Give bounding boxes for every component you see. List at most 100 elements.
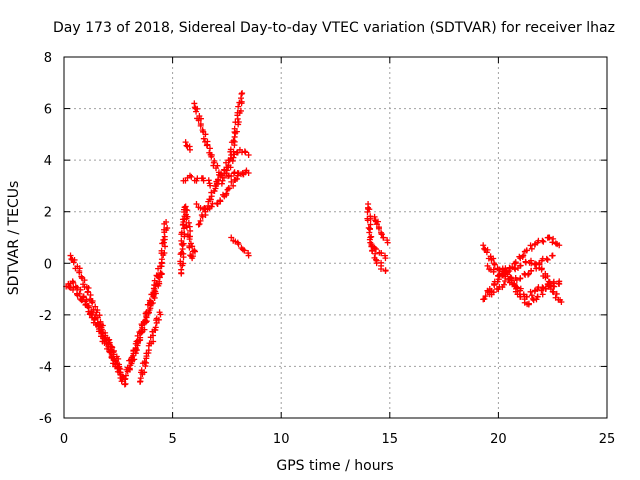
data-point-interp xyxy=(137,328,144,335)
data-point xyxy=(384,239,391,246)
data-point xyxy=(371,244,378,251)
data-point-interp xyxy=(116,369,123,376)
data-point xyxy=(163,219,170,226)
chart-title: Day 173 of 2018, Sidereal Day-to-day VTE… xyxy=(53,20,615,36)
data-point-interp xyxy=(490,289,497,296)
data-point-interp xyxy=(553,290,560,297)
y-tick-label: 0 xyxy=(44,257,52,272)
series-arc-7 xyxy=(195,90,246,228)
data-point-interp xyxy=(151,294,158,301)
data-point-interp xyxy=(200,135,207,142)
data-point-interp xyxy=(235,119,242,126)
data-point-interp xyxy=(368,242,375,249)
data-point-interp xyxy=(189,243,196,250)
data-point-interp xyxy=(151,287,158,294)
data-point-interp xyxy=(520,252,527,259)
data-point xyxy=(182,203,189,210)
data-point-interp xyxy=(151,277,158,284)
data-point-interp xyxy=(153,315,160,322)
series-arc-9 xyxy=(182,139,193,153)
data-point-interp xyxy=(205,177,212,184)
data-point-interp xyxy=(539,291,546,298)
data-point-interp xyxy=(528,245,535,252)
data-point xyxy=(499,265,506,272)
series-arc-11-d xyxy=(499,265,563,308)
data-point-interp xyxy=(187,227,194,234)
data-point-interp xyxy=(230,182,237,189)
data-point xyxy=(156,309,163,316)
series-arc-2-b xyxy=(126,270,165,373)
data-point-interp xyxy=(230,137,237,144)
data-point-interp xyxy=(110,349,117,356)
data-point-interp xyxy=(80,294,87,301)
data-point-interp xyxy=(546,234,553,241)
data-point-interp xyxy=(234,109,241,116)
data-point-interp xyxy=(200,177,207,184)
data-point xyxy=(556,280,563,287)
data-point-interp xyxy=(85,304,92,311)
data-point-interp xyxy=(122,372,129,379)
data-point-interp xyxy=(231,169,238,176)
data-point-interp xyxy=(527,242,534,249)
data-point xyxy=(67,252,74,259)
y-tick-label: 8 xyxy=(44,51,52,66)
data-point-interp xyxy=(128,354,135,361)
data-point-interp xyxy=(513,277,520,284)
data-point xyxy=(121,381,128,388)
data-point-interp xyxy=(102,334,109,341)
data-point-interp xyxy=(539,284,546,291)
data-point-interp xyxy=(188,253,195,260)
data-point-interp xyxy=(109,344,116,351)
data-point xyxy=(186,172,193,179)
data-point-interp xyxy=(550,235,557,242)
data-point xyxy=(93,309,100,316)
data-point-interp xyxy=(238,98,245,105)
data-point-interp xyxy=(184,207,191,214)
data-point-interp xyxy=(491,261,498,268)
data-point xyxy=(367,239,374,246)
data-point-interp xyxy=(482,293,489,300)
data-point-interp xyxy=(517,293,524,300)
data-point-interp xyxy=(69,286,76,293)
data-point-interp xyxy=(530,297,537,304)
x-tick-label: 10 xyxy=(273,432,290,447)
data-point-interp xyxy=(481,296,488,303)
data-point-interp xyxy=(549,239,556,246)
data-point-interp xyxy=(139,322,146,329)
axis-ticks: 0 5 10 15 20 25 -6 -4 -2 0 2 4 6 8 xyxy=(39,51,615,447)
series-arc-3 xyxy=(158,219,171,267)
data-point-interp xyxy=(525,271,532,278)
data-point-interp xyxy=(552,240,559,247)
data-point-interp xyxy=(367,226,374,233)
data-point-interp xyxy=(228,173,235,180)
data-point-interp xyxy=(368,233,375,240)
data-point-interp xyxy=(534,293,541,300)
data-point-interp xyxy=(544,256,551,263)
data-point-interp xyxy=(555,296,562,303)
x-tick-label: 5 xyxy=(168,432,176,447)
series-arc-11-e xyxy=(486,252,556,298)
data-point-interp xyxy=(217,197,224,204)
data-point-interp xyxy=(517,275,524,282)
data-point-interp xyxy=(146,340,153,347)
data-point-interp xyxy=(185,219,192,226)
data-point xyxy=(245,151,252,158)
data-point-interp xyxy=(146,306,153,313)
data-point-interp xyxy=(112,357,119,364)
data-point-interp xyxy=(81,284,88,291)
data-point-interp xyxy=(177,258,184,265)
data-point-interp xyxy=(528,292,535,299)
data-point-interp xyxy=(239,169,246,176)
data-point-interp xyxy=(546,282,553,289)
data-point-interp xyxy=(195,117,202,124)
data-point-interp xyxy=(178,237,185,244)
data-point-interp xyxy=(183,142,190,149)
data-point-interp xyxy=(523,247,530,254)
y-tick-label: -4 xyxy=(39,360,52,375)
data-point-interp xyxy=(206,196,213,203)
data-point-interp xyxy=(225,164,232,171)
data-point xyxy=(382,255,389,262)
data-point-interp xyxy=(490,268,497,275)
data-point-interp xyxy=(158,247,165,254)
series-arc-10-b xyxy=(371,213,391,246)
